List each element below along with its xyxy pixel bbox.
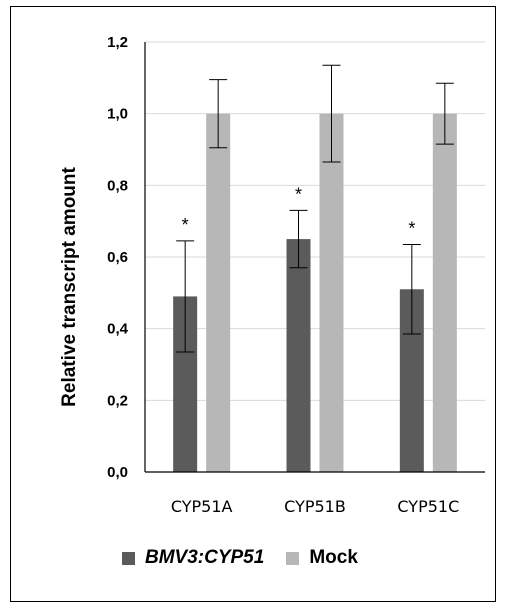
bar xyxy=(432,113,457,473)
y-tick-labels: 0,0 0,2 0,4 0,6 0,8 1,0 1,2 xyxy=(107,34,129,481)
error-bars xyxy=(176,64,454,353)
legend: BMV3:CYP51 Mock xyxy=(122,547,380,569)
legend-swatch-mock xyxy=(286,551,300,565)
legend-item-bmv3: BMV3:CYP51 xyxy=(122,547,264,569)
y-tick-label: 1,0 xyxy=(107,106,128,123)
bars xyxy=(173,113,457,473)
y-tick-label: 0,2 xyxy=(107,392,128,409)
bar xyxy=(286,239,311,472)
x-category-label: CYP51A xyxy=(171,497,233,516)
gridlines xyxy=(145,41,485,401)
x-category-label: CYP51B xyxy=(284,497,346,516)
y-axis-label: Relative transcript amount xyxy=(59,166,80,406)
y-tick-label: 0,6 xyxy=(107,249,128,266)
legend-label-bmv3: BMV3:CYP51 xyxy=(145,547,265,568)
x-category-label: CYP51C xyxy=(397,497,459,516)
y-tick-label: 0,0 xyxy=(107,464,128,481)
legend-item-mock: Mock xyxy=(286,547,358,569)
y-tick-label: 0,8 xyxy=(107,177,128,194)
chart-frame xyxy=(10,6,496,602)
x-category-labels: CYP51A CYP51B CYP51C xyxy=(171,497,459,516)
significance-markers: * * * xyxy=(182,184,416,238)
significance-star: * xyxy=(182,215,189,235)
significance-star: * xyxy=(408,218,415,238)
legend-label-mock: Mock xyxy=(309,547,358,568)
axes xyxy=(144,42,485,473)
bar xyxy=(206,113,231,473)
bar xyxy=(319,113,344,473)
legend-swatch-bmv3 xyxy=(122,551,135,565)
y-tick-label: 1,2 xyxy=(107,34,128,51)
y-tick-label: 0,4 xyxy=(107,321,129,338)
significance-star: * xyxy=(295,184,302,204)
